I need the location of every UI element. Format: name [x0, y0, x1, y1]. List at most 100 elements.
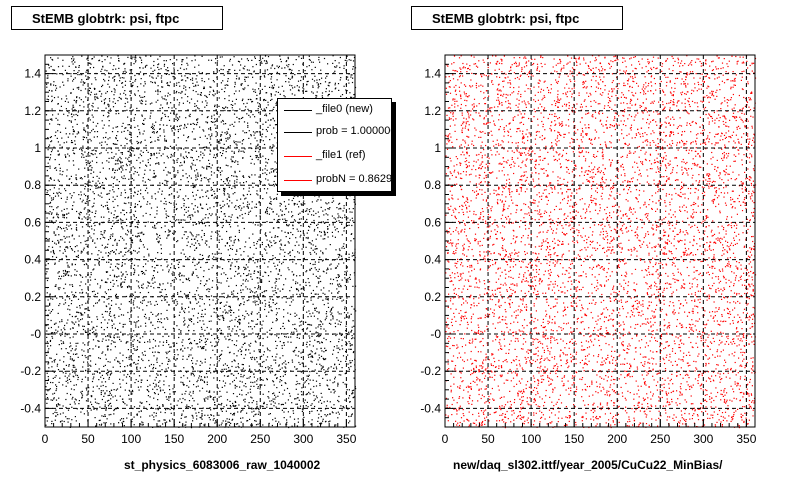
- data-point: [94, 401, 97, 403]
- data-point: [196, 118, 198, 121]
- data-point: [127, 311, 129, 314]
- data-point: [150, 406, 153, 409]
- data-point: [101, 381, 103, 383]
- data-point: [193, 340, 196, 342]
- data-point: [128, 394, 130, 396]
- data-point: [196, 240, 199, 242]
- data-point: [139, 133, 141, 135]
- data-point: [109, 236, 111, 238]
- data-point: [204, 217, 206, 219]
- data-point: [106, 160, 108, 162]
- data-point: [310, 61, 313, 63]
- data-point: [329, 420, 331, 422]
- data-point: [255, 155, 257, 157]
- data-point: [289, 416, 291, 418]
- data-point: [234, 387, 236, 389]
- data-point: [182, 219, 184, 221]
- data-point: [209, 142, 211, 144]
- data-point: [269, 240, 271, 242]
- data-point: [71, 359, 73, 361]
- data-point: [153, 131, 155, 133]
- data-point: [242, 202, 244, 204]
- data-point: [46, 420, 48, 422]
- data-point: [321, 350, 323, 352]
- data-point: [262, 57, 264, 59]
- data-point: [185, 126, 188, 129]
- data-point: [318, 354, 320, 356]
- data-point: [217, 315, 219, 317]
- data-point: [62, 341, 64, 343]
- data-point: [153, 60, 155, 63]
- data-point: [223, 375, 226, 377]
- data-point: [98, 379, 100, 381]
- data-point: [130, 136, 132, 138]
- data-point: [165, 60, 167, 62]
- data-point: [125, 127, 127, 129]
- data-point: [81, 292, 83, 294]
- data-point: [249, 368, 251, 370]
- data-point: [122, 379, 124, 381]
- data-point: [233, 344, 235, 346]
- data-point: [63, 368, 65, 370]
- data-point: [282, 375, 284, 377]
- data-point: [330, 314, 332, 316]
- data-point: [127, 101, 129, 103]
- data-point: [243, 188, 245, 190]
- data-point: [275, 278, 277, 280]
- data-point: [334, 218, 337, 220]
- data-point: [260, 59, 262, 61]
- data-point: [231, 330, 233, 332]
- data-point: [60, 228, 63, 230]
- data-point: [252, 381, 254, 384]
- data-point: [152, 282, 154, 284]
- data-point: [266, 331, 268, 333]
- data-point: [240, 83, 242, 85]
- data-point: [210, 409, 212, 411]
- data-point: [122, 169, 124, 171]
- data-point: [189, 113, 191, 115]
- data-point: [267, 101, 269, 103]
- data-point: [287, 66, 289, 68]
- data-point: [285, 278, 287, 280]
- data-point: [45, 273, 47, 275]
- data-point: [325, 77, 327, 79]
- data-point: [64, 332, 66, 334]
- data-point: [109, 190, 111, 192]
- data-point: [58, 241, 60, 243]
- data-point: [119, 378, 121, 380]
- data-point: [86, 219, 88, 221]
- data-point: [347, 217, 349, 219]
- data-point: [54, 376, 56, 378]
- data-point: [332, 278, 335, 281]
- data-point: [271, 208, 273, 210]
- data-point: [204, 313, 206, 315]
- data-point: [184, 219, 186, 221]
- data-point: [110, 349, 112, 351]
- data-point: [183, 265, 185, 267]
- data-point: [92, 205, 95, 207]
- data-point: [214, 253, 216, 255]
- data-point: [132, 221, 134, 223]
- data-point: [103, 415, 105, 417]
- data-point: [83, 361, 85, 363]
- data-point: [225, 123, 227, 125]
- data-point: [230, 277, 232, 279]
- data-point: [311, 201, 313, 203]
- data-point: [186, 404, 188, 406]
- data-point: [92, 176, 94, 178]
- data-point: [287, 232, 289, 234]
- data-point: [117, 407, 119, 409]
- data-point: [189, 102, 191, 104]
- data-point: [93, 373, 95, 375]
- data-point: [352, 285, 354, 287]
- data-point: [199, 283, 202, 285]
- data-point: [85, 147, 87, 149]
- data-point: [128, 150, 130, 153]
- data-point: [327, 267, 329, 269]
- data-point: [138, 235, 140, 237]
- data-point: [242, 88, 244, 90]
- data-point: [348, 315, 350, 317]
- data-point: [86, 252, 88, 254]
- data-point: [177, 158, 179, 160]
- data-point: [319, 61, 321, 63]
